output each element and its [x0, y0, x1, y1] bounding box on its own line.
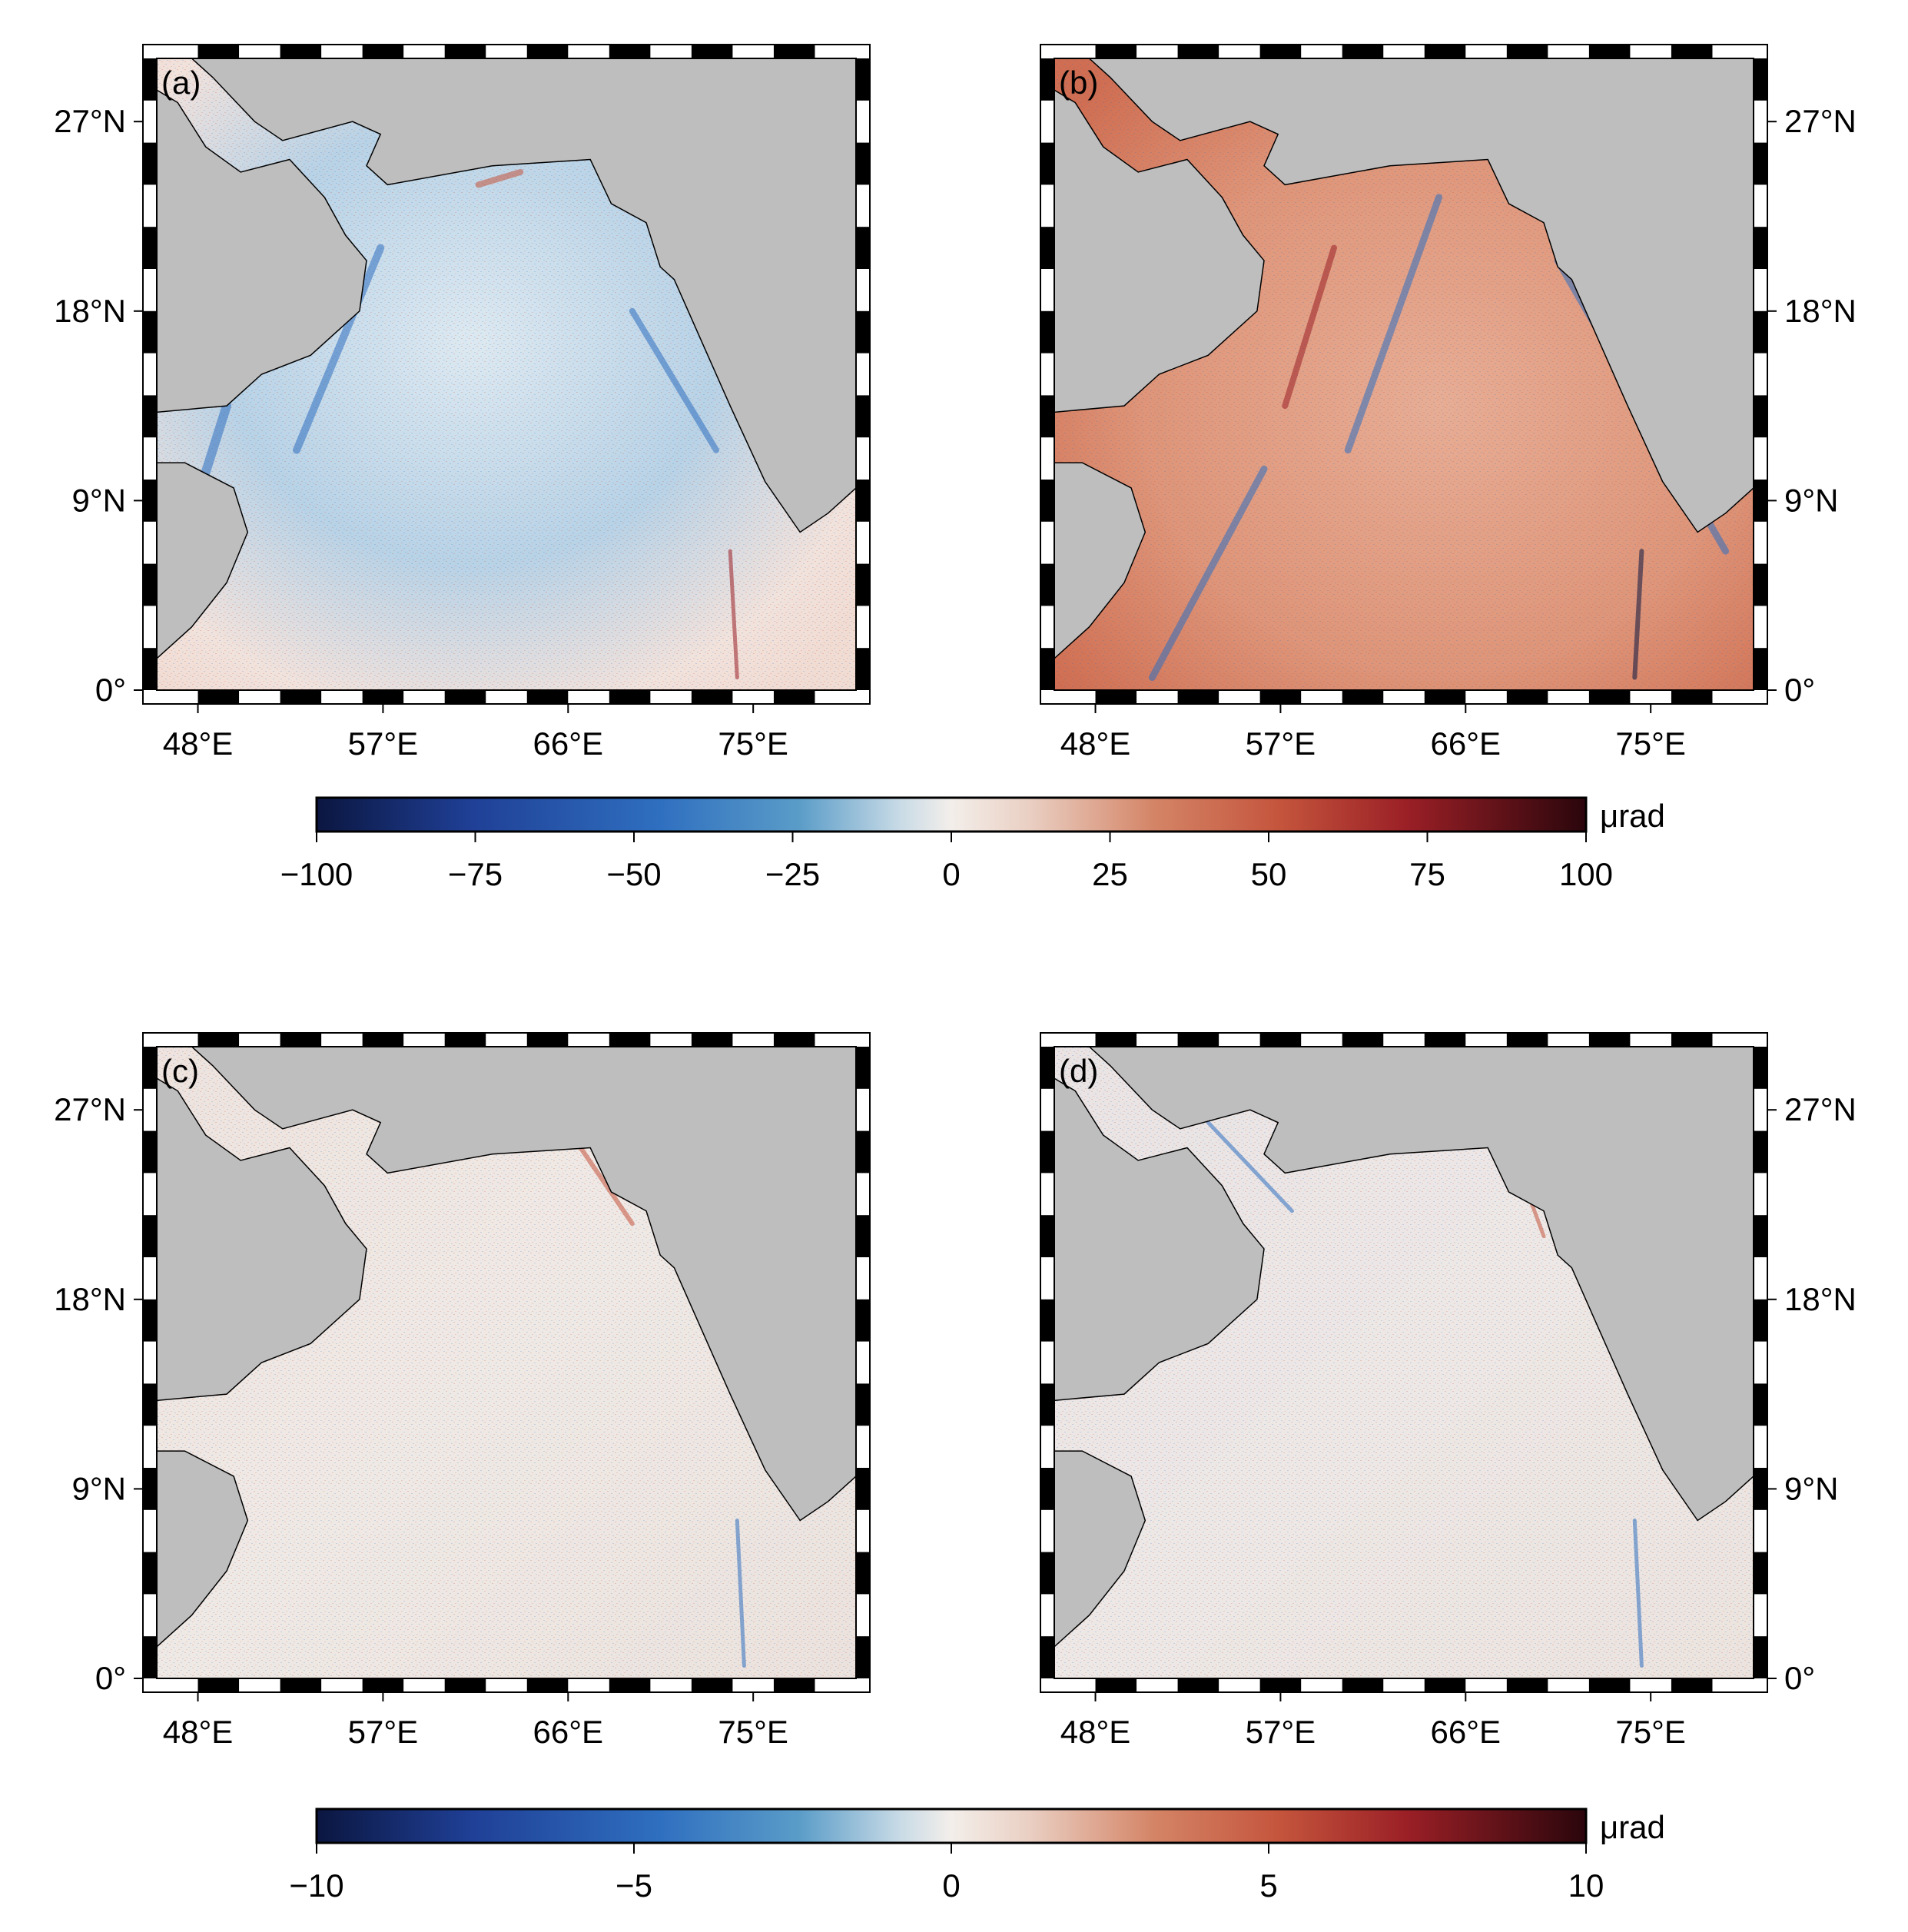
lat-tick-label: 0° — [95, 1660, 126, 1696]
colorbar-tick-label: 10 — [1568, 1867, 1604, 1904]
colorbar-tick-label: −10 — [289, 1867, 343, 1904]
colorbar-tick-label: 100 — [1559, 856, 1613, 892]
colorbar-unit: μrad — [1600, 798, 1665, 834]
colorbar-tick-label: 25 — [1092, 856, 1128, 892]
panel-label: (c) — [161, 1053, 199, 1089]
lat-tick-label: 18°N — [1784, 1281, 1857, 1317]
lon-tick-label: 57°E — [348, 725, 419, 762]
field-map — [1054, 1047, 1754, 1678]
colorbar-tick-label: 50 — [1251, 856, 1287, 892]
panel-c: (c) 48°E 57°E 66°E 75°E 0° 9°N 18°N 27°N — [54, 1032, 871, 1750]
field-map — [157, 1047, 856, 1678]
lon-tick-label: 75°E — [718, 1714, 788, 1750]
panel-d: (d) 48°E 57°E 66°E 75°E 0° 9°N 18°N 27°N — [1040, 1032, 1857, 1750]
land-mask — [1054, 1047, 1754, 1648]
lat-tick-label: 27°N — [54, 103, 126, 139]
map-frame — [1040, 44, 1768, 705]
lon-tick-label: 75°E — [718, 725, 788, 762]
lon-tick-label: 57°E — [1246, 725, 1316, 762]
lon-tick-label: 48°E — [1060, 725, 1131, 762]
lat-tick-label: 27°N — [54, 1091, 126, 1127]
colorbar-tick-label: 75 — [1409, 856, 1445, 892]
lat-tick-label: 27°N — [1784, 1091, 1857, 1127]
colorbar-tick-label: −25 — [765, 856, 820, 892]
panel-b: (b) 48°E 57°E 66°E 75°E 0° 9°N 18°N 27°N — [1040, 44, 1857, 762]
lat-tick-label: 0° — [1784, 672, 1815, 708]
colorbar-tick-label: −5 — [616, 1867, 652, 1904]
colorbar-gradient — [315, 796, 1588, 833]
lon-tick-label: 75°E — [1615, 1714, 1686, 1750]
lon-tick-label: 66°E — [1431, 1714, 1502, 1750]
lat-tick-label: 0° — [95, 672, 126, 708]
map-frame — [1040, 1032, 1768, 1693]
lon-tick-label: 66°E — [533, 725, 604, 762]
colorbar-2: −10 −5 0 5 10 μrad — [289, 1808, 1665, 1904]
lat-tick-label: 18°N — [54, 1281, 126, 1317]
colorbar-tick-label: −75 — [448, 856, 503, 892]
colorbar-tick-label: 5 — [1259, 1867, 1277, 1904]
land-mask — [157, 58, 856, 659]
map-frame — [142, 1032, 871, 1693]
lon-tick-label: 57°E — [1246, 1714, 1316, 1750]
lat-tick-label: 9°N — [72, 1470, 127, 1506]
colorbar-tick-label: 0 — [942, 856, 960, 892]
lon-tick-label: 66°E — [1431, 725, 1502, 762]
colorbar-1: −100 −75 −50 −25 0 25 50 75 100 μrad — [280, 796, 1665, 892]
lat-tick-label: 9°N — [72, 482, 127, 518]
colorbar-tick-label: −50 — [606, 856, 661, 892]
panel-label: (b) — [1059, 65, 1098, 101]
colorbar-gradient — [315, 1808, 1588, 1844]
lat-tick-label: 18°N — [1784, 293, 1857, 329]
lat-tick-label: 18°N — [54, 293, 126, 329]
land-mask — [1054, 58, 1754, 659]
colorbar-tick-label: 0 — [942, 1867, 960, 1904]
panel-label: (a) — [161, 65, 201, 101]
field-map — [1054, 58, 1754, 690]
colorbar-tick-label: −100 — [280, 856, 353, 892]
field-map — [157, 58, 856, 690]
lat-tick-label: 9°N — [1784, 482, 1839, 518]
lon-tick-label: 75°E — [1615, 725, 1686, 762]
panel-a: (a) 48°E 57°E 66°E 75°E 0° 9°N 18°N 27°N — [54, 44, 871, 762]
colorbar-unit: μrad — [1600, 1809, 1665, 1845]
lon-tick-label: 66°E — [533, 1714, 604, 1750]
lon-tick-label: 48°E — [163, 1714, 234, 1750]
lon-tick-label: 48°E — [163, 725, 234, 762]
lat-tick-label: 9°N — [1784, 1470, 1839, 1506]
lon-tick-label: 48°E — [1060, 1714, 1131, 1750]
lon-tick-label: 57°E — [348, 1714, 419, 1750]
lat-tick-label: 0° — [1784, 1660, 1815, 1696]
map-frame — [142, 44, 871, 705]
land-mask — [157, 1047, 856, 1648]
lat-tick-label: 27°N — [1784, 103, 1857, 139]
panel-label: (d) — [1059, 1053, 1098, 1089]
